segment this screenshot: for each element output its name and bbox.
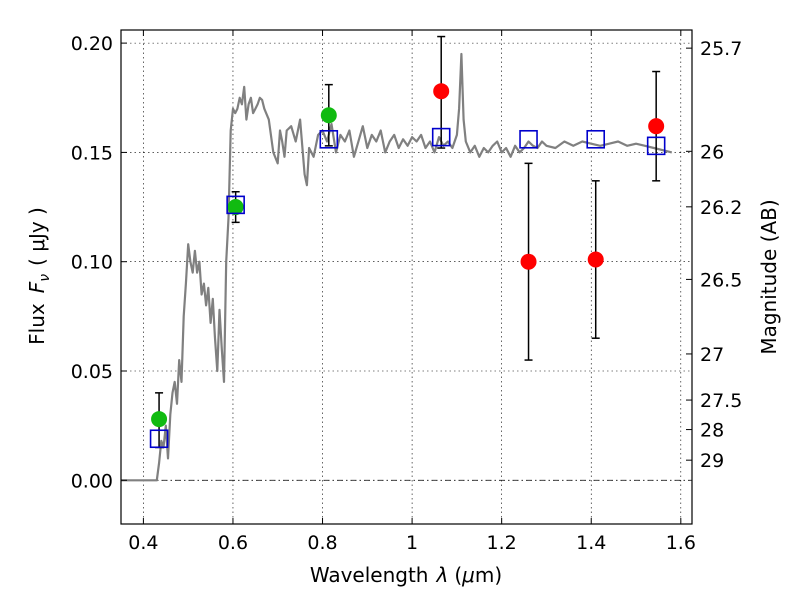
data-point: [227, 199, 244, 216]
magnitude-tick-label: 26.2: [700, 197, 742, 219]
y-tick-label: 0.15: [71, 142, 113, 164]
x-tick-label: 0.8: [307, 532, 337, 554]
model-point: [149, 429, 169, 449]
axis-ticks: 0.4 0.6 0.8 1 1.2 1.4 1.6 0.00 0.05 0.10 0.15 0.20 2…: [71, 30, 742, 554]
model-spectrum: [121, 52, 673, 482]
y-tick-label: 0.00: [71, 470, 113, 492]
magnitude-tick-label: 27: [700, 344, 724, 366]
model-point: [431, 127, 451, 147]
x-tick-label: 1.6: [666, 532, 696, 554]
data-point: [648, 118, 665, 135]
spectrum-line: [121, 52, 673, 482]
data-point: [320, 107, 337, 124]
data-point: [520, 253, 537, 270]
y-axis-title: FluxFν( μJy ): [25, 207, 53, 345]
y-tick-label: 0.20: [71, 33, 113, 55]
model-point: [586, 129, 606, 149]
plot-frame: [120, 29, 693, 525]
x-tick-label: 0.6: [218, 532, 248, 554]
model-point: [519, 129, 538, 149]
model-point: [226, 195, 245, 215]
data-markers: [149, 83, 666, 449]
data-point: [433, 83, 450, 100]
y-tick-label: 0.10: [71, 252, 113, 274]
magnitude-tick-label: 27.5: [700, 390, 742, 412]
y2-axis-title: Magnitude (AB): [757, 199, 781, 354]
data-point: [587, 251, 604, 268]
model-point: [319, 129, 339, 149]
model-point: [646, 136, 666, 156]
x-tick-label: 0.4: [128, 532, 158, 554]
y-tick-label: 0.05: [71, 361, 113, 383]
magnitude-tick-label: 26.5: [700, 269, 742, 291]
magnitude-tick-label: 28: [700, 420, 724, 442]
x-tick-label: 1.4: [576, 532, 606, 554]
magnitude-tick-label: 26: [700, 141, 724, 163]
data-point: [151, 411, 168, 428]
x-axis-title: Wavelength λ (μm): [310, 563, 502, 587]
x-tick-label: 1.2: [487, 532, 517, 554]
magnitude-tick-label: 25.7: [700, 38, 742, 60]
x-tick-label: 1: [406, 532, 418, 554]
magnitude-tick-label: 29: [700, 450, 724, 472]
